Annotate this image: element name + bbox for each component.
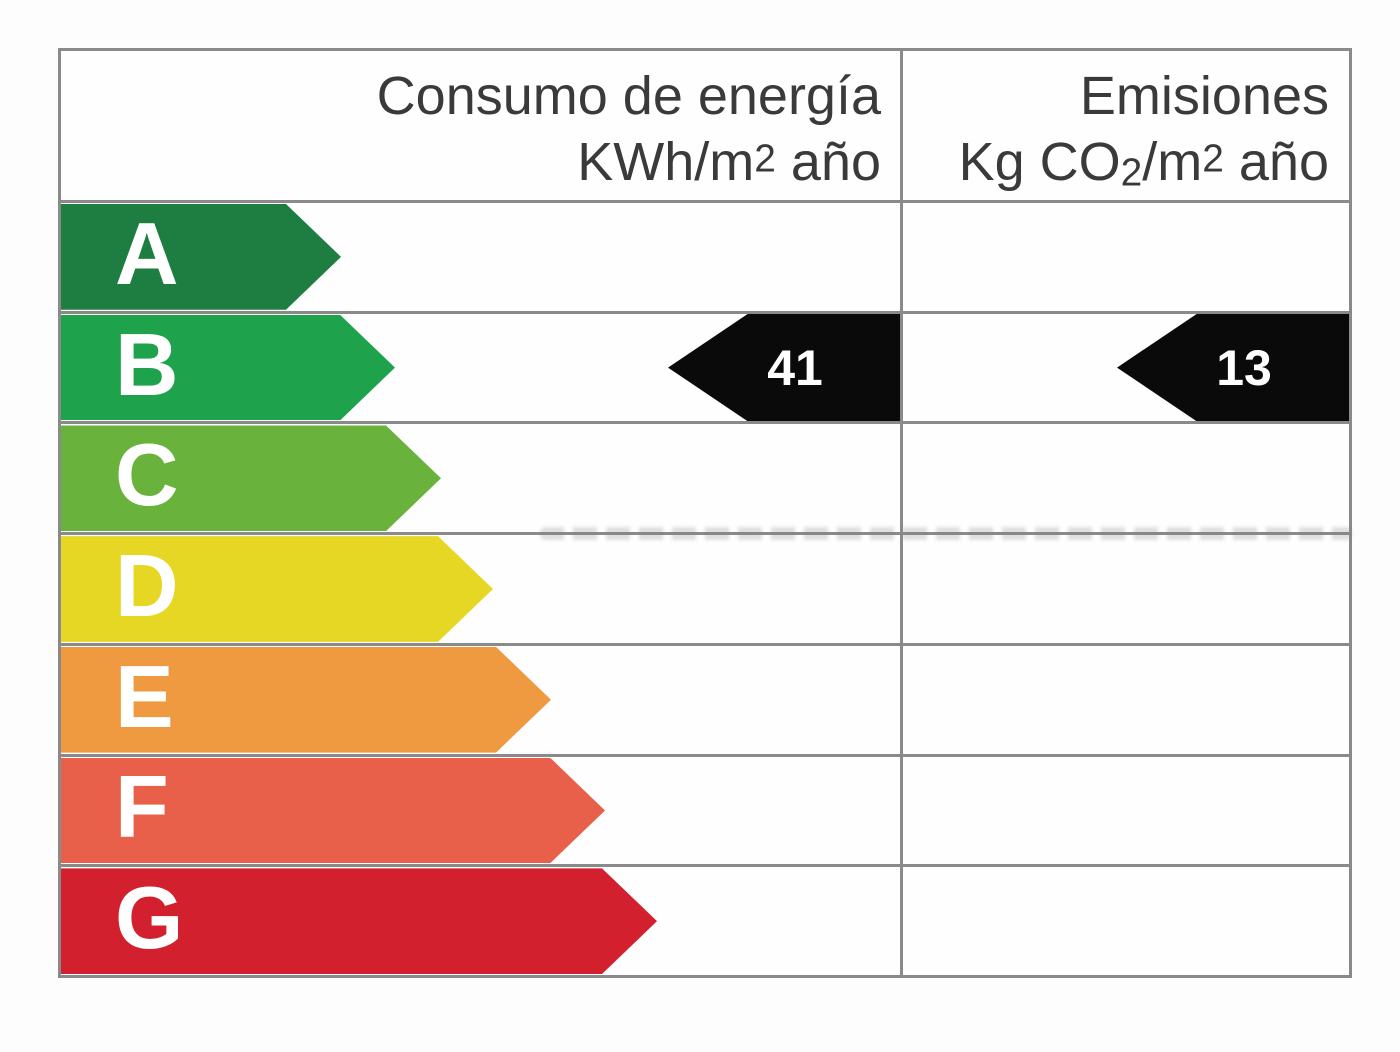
rating-row-a: A xyxy=(61,203,1349,311)
rating-letter-b: B xyxy=(115,314,179,414)
rating-arrow-d: D xyxy=(61,536,493,642)
table-header: Consumo de energía KWh/m2 año Emisiones … xyxy=(61,51,1349,203)
rating-letter-g: G xyxy=(115,868,184,968)
column-divider xyxy=(900,51,903,975)
rating-arrow-e: E xyxy=(61,647,551,753)
consumption-title: Consumo de energía xyxy=(376,66,881,126)
rating-row-d: D xyxy=(61,532,1349,643)
rating-letter-a: A xyxy=(115,203,179,303)
emissions-value: 13 xyxy=(1216,339,1272,396)
consumption-unit: KWh/m2 año xyxy=(577,131,881,192)
rating-arrow-g: G xyxy=(61,868,657,974)
rating-arrow-c: C xyxy=(61,425,441,531)
rating-row-c: C xyxy=(61,421,1349,532)
emissions-unit: Kg CO2/m2 año xyxy=(958,131,1329,195)
emissions-title: Emisiones xyxy=(1079,66,1329,126)
emissions-value-arrow: 13 xyxy=(1117,313,1349,422)
rating-letter-c: C xyxy=(115,425,179,525)
rating-row-b: B 41 13 xyxy=(61,310,1349,422)
rating-rows: A B 41 13 C D xyxy=(61,203,1349,975)
rating-arrow-a: A xyxy=(61,204,341,310)
rating-row-f: F xyxy=(61,753,1349,865)
consumption-value-arrow: 41 xyxy=(668,313,900,422)
energy-rating-table: Consumo de energía KWh/m2 año Emisiones … xyxy=(58,48,1352,978)
watermark xyxy=(540,527,1352,540)
rating-arrow-b: B xyxy=(61,315,395,421)
header-emissions: Emisiones Kg CO2/m2 año xyxy=(903,51,1349,200)
rating-row-e: E xyxy=(61,642,1349,754)
consumption-value: 41 xyxy=(767,339,823,396)
rating-letter-d: D xyxy=(115,536,179,636)
rating-letter-f: F xyxy=(115,757,169,857)
rating-arrow-f: F xyxy=(61,758,605,864)
rating-row-g: G xyxy=(61,864,1349,975)
rating-letter-e: E xyxy=(115,646,174,746)
header-consumption: Consumo de energía KWh/m2 año xyxy=(61,51,903,200)
